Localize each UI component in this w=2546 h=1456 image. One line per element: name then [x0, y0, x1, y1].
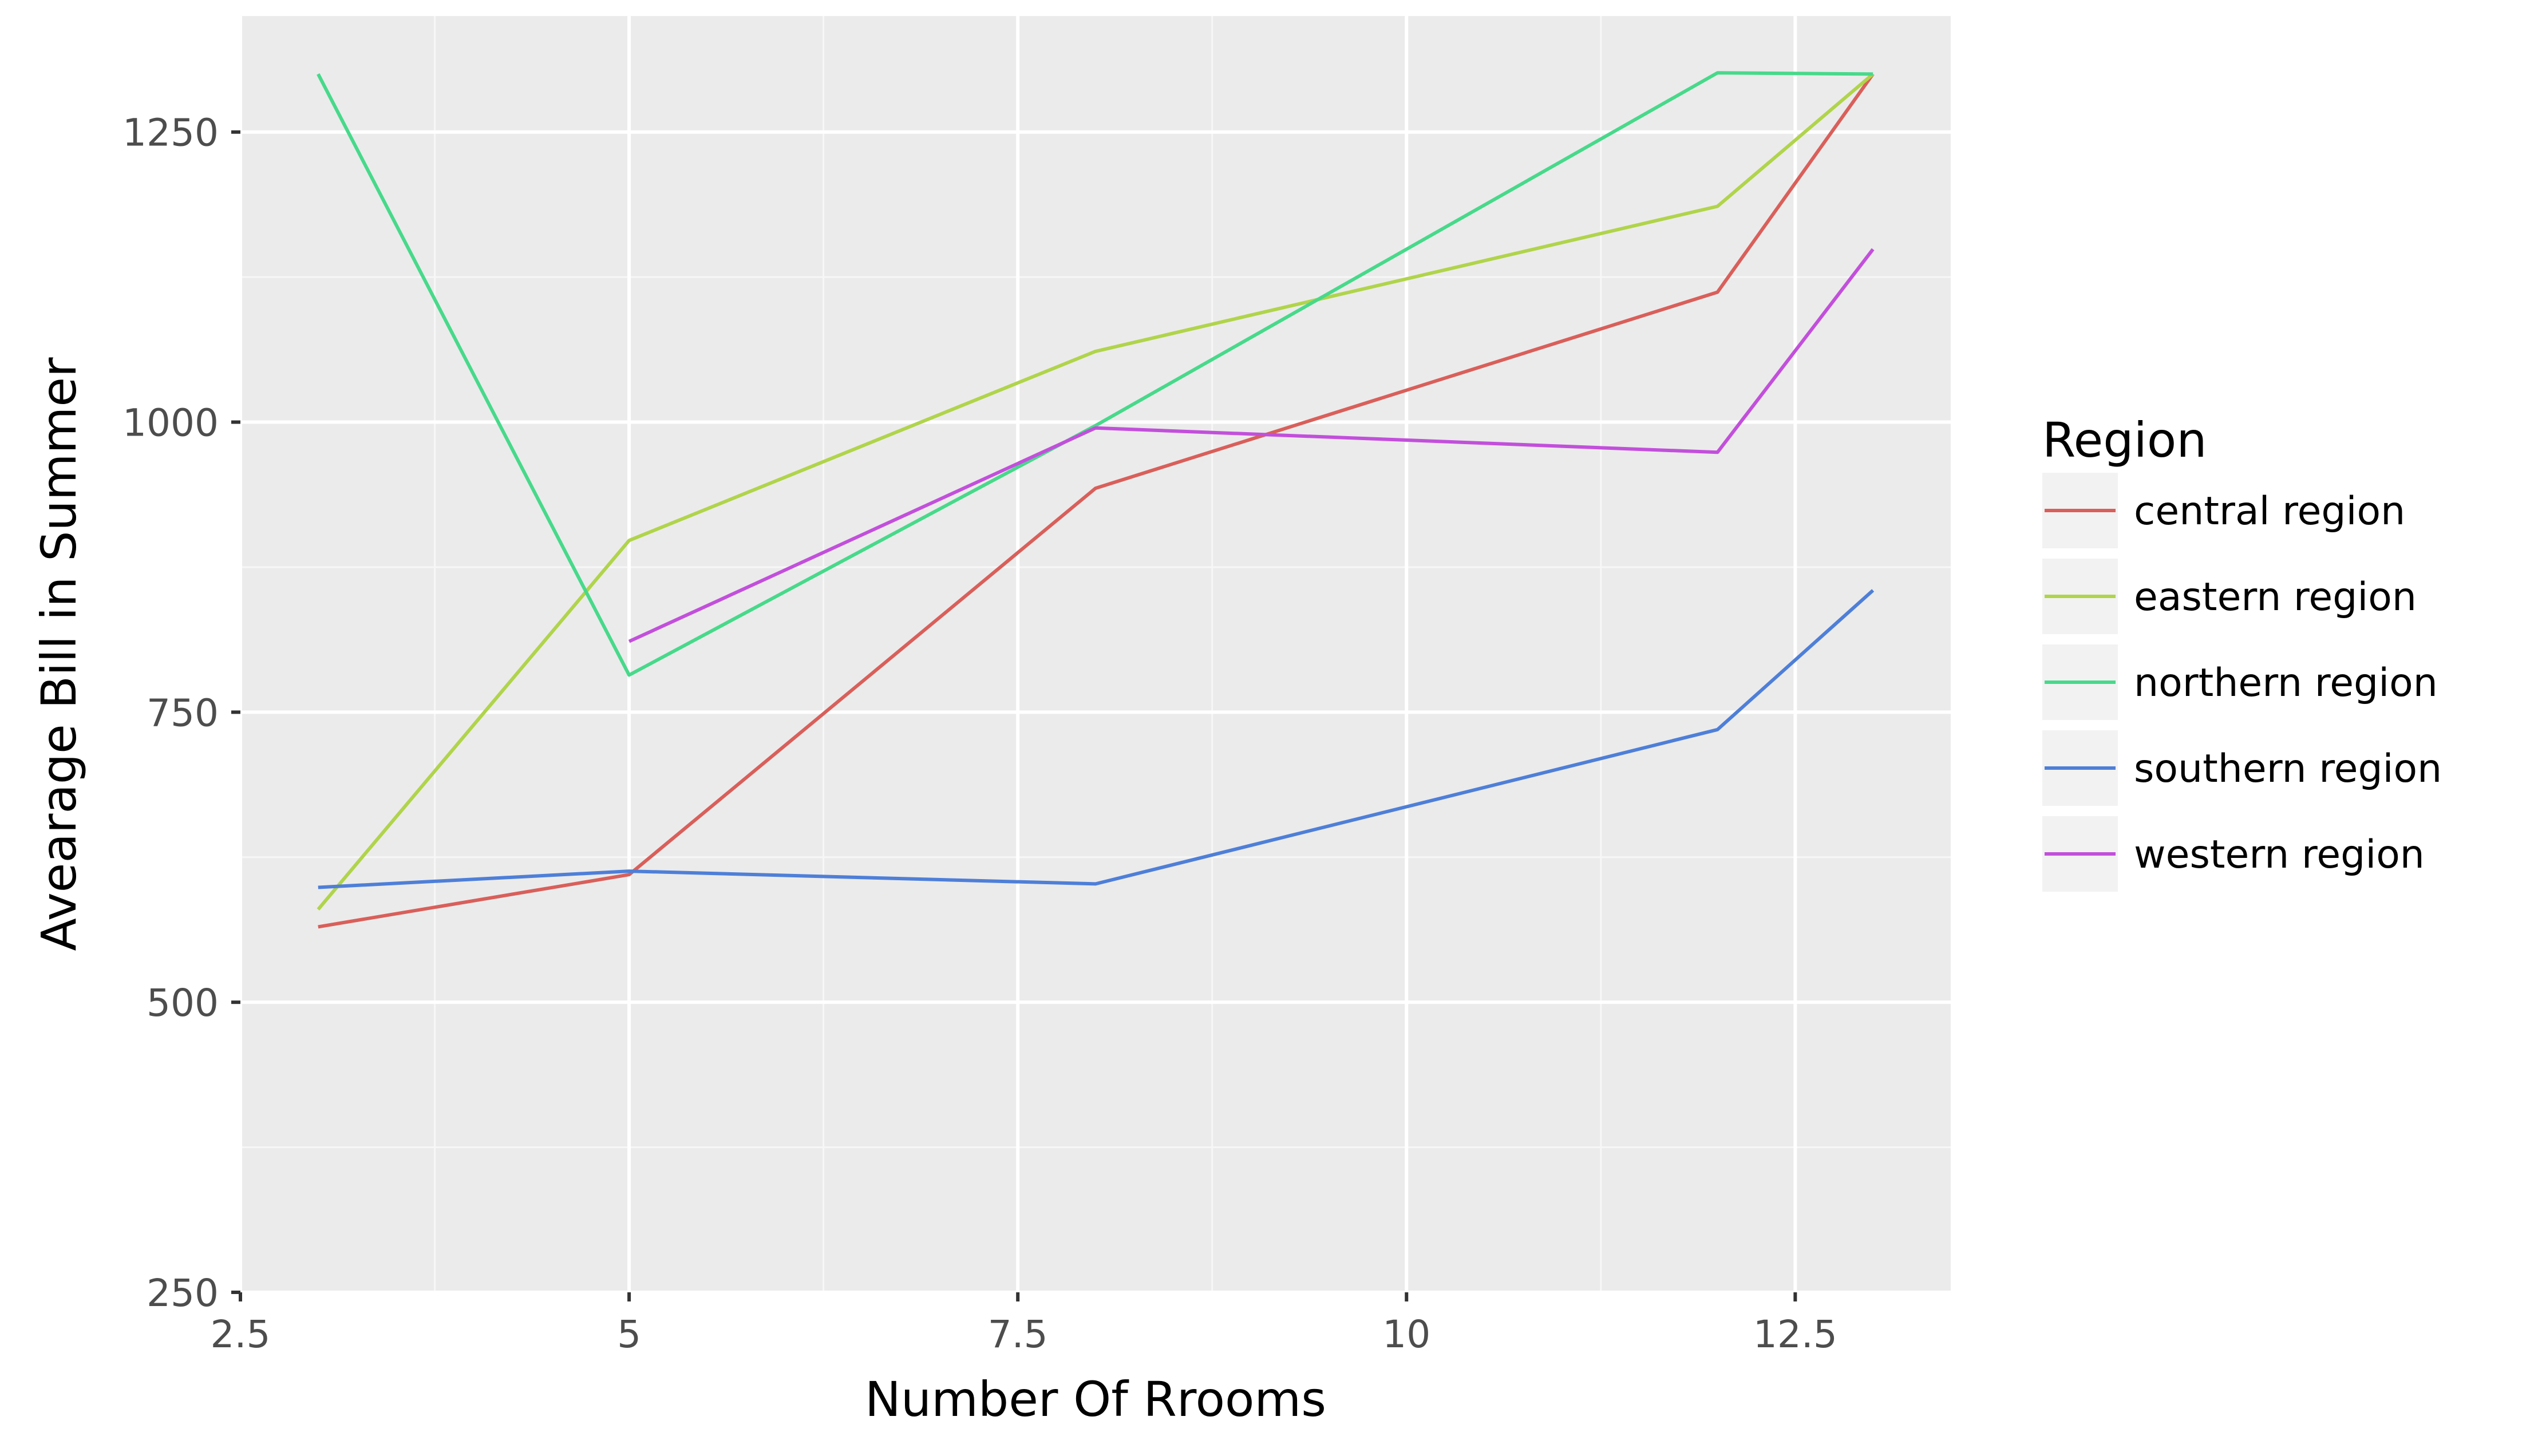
y-axis-title: Avearage Bill in Summer [31, 357, 87, 951]
x-tick-label: 10 [1382, 1312, 1430, 1356]
legend: Region central region eastern region north… [2042, 412, 2442, 892]
y-tick-label: 1250 [122, 111, 219, 155]
major-gridlines [239, 16, 1951, 1294]
legend-label-central-region: central region [2134, 489, 2405, 534]
y-tick-label: 500 [147, 981, 219, 1025]
x-tick-label: 2.5 [211, 1312, 271, 1356]
series-line-southern-region [318, 589, 1875, 889]
legend-label-southern-region: southern region [2134, 746, 2442, 792]
series-lines [317, 71, 1875, 929]
x-tick-label: 7.5 [988, 1312, 1048, 1356]
legend-items: central region eastern region northern reg… [2042, 473, 2442, 892]
legend-title: Region [2042, 412, 2207, 468]
x-tick-label: 12.5 [1753, 1312, 1837, 1356]
series-line-central-region [318, 73, 1875, 929]
x-tick-label: 5 [617, 1312, 641, 1356]
x-axis-title: Number Of Rrooms [865, 1371, 1326, 1427]
y-tick-label: 250 [147, 1271, 219, 1315]
x-axis: 2.5 5 7.5 10 12.5 [211, 1292, 1837, 1356]
plot-panel [240, 16, 1951, 1292]
legend-label-western-region: western region [2134, 832, 2425, 877]
legend-label-eastern-region: eastern region [2134, 575, 2417, 620]
legend-label-northern-region: northern region [2134, 660, 2438, 706]
series-line-northern-region [317, 71, 1873, 677]
y-tick-label: 750 [147, 691, 219, 735]
series-line-eastern-region [317, 73, 1875, 911]
y-axis: 250 500 750 1000 1250 [122, 111, 240, 1315]
y-tick-label: 1000 [122, 401, 219, 445]
series-line-western-region [628, 248, 1875, 643]
minor-gridlines [240, 16, 1951, 1292]
